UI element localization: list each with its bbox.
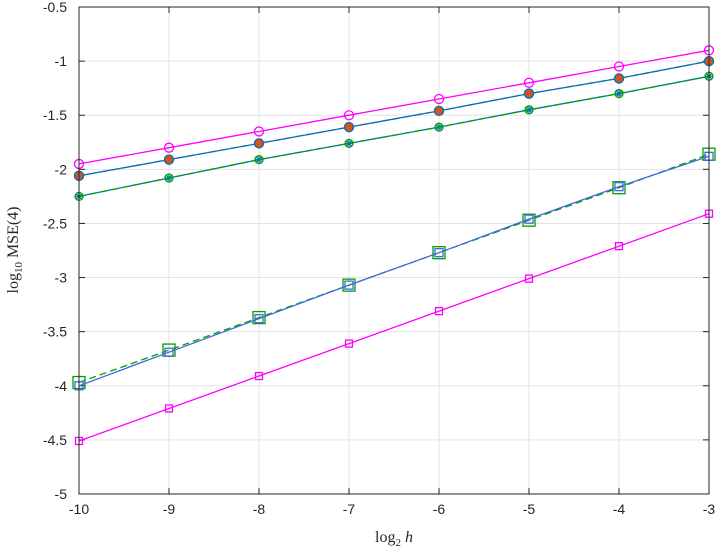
plot-background — [79, 7, 709, 494]
data-point — [344, 280, 354, 290]
data-point — [344, 339, 354, 348]
data-point — [254, 154, 264, 165]
y-tick-labels: -5 -4.5 -4 -3.5 -3 -2.5 -2 -1.5 -1 -0.5 — [43, 0, 67, 502]
data-point — [432, 246, 446, 260]
data-point — [344, 138, 354, 149]
x-tick-label: -8 — [253, 501, 266, 517]
data-point — [254, 371, 264, 381]
series-line-1 — [78, 49, 710, 165]
data-point — [343, 110, 355, 121]
data-point — [612, 181, 626, 195]
y-tick-label: -2.5 — [43, 215, 67, 231]
y-tick-label: -4.5 — [43, 432, 67, 448]
y-tick-label: -1 — [55, 53, 68, 69]
series-line-3 — [78, 60, 710, 177]
x-axis-label: log2 h — [375, 529, 413, 549]
data-point — [434, 248, 444, 258]
data-point — [252, 310, 266, 325]
series-line-8 — [78, 213, 710, 442]
y-tick-label: -3.5 — [43, 324, 67, 340]
x-tick-label: -6 — [433, 501, 446, 517]
y-tick-label: -3 — [55, 270, 68, 286]
x-tick-label: -7 — [343, 501, 356, 517]
y-axis-label-base: log — [5, 273, 22, 293]
data-point — [163, 142, 175, 153]
data-point — [163, 154, 175, 165]
data-point — [615, 89, 623, 98]
data-point — [434, 122, 444, 132]
data-point — [613, 61, 625, 72]
x-axis-label-var: h — [405, 529, 413, 546]
x-tick-label: -4 — [613, 501, 626, 517]
asterisk-stroke — [615, 90, 623, 97]
data-point — [614, 181, 624, 192]
data-point — [253, 126, 265, 137]
asterisk-stroke — [255, 156, 263, 163]
data-point — [433, 105, 445, 117]
data-point — [164, 347, 174, 357]
data-point — [433, 93, 445, 105]
y-tick-label: -1.5 — [43, 107, 67, 123]
x-tick-label: -10 — [69, 501, 89, 517]
data-point — [164, 173, 174, 183]
data-point — [614, 242, 624, 251]
data-point — [613, 73, 625, 84]
data-point — [522, 213, 536, 227]
y-axis-label-sub: 10 — [13, 262, 25, 274]
y-tick-label: -4 — [55, 378, 68, 394]
data-point — [524, 274, 534, 283]
x-axis-label-base: log — [375, 529, 395, 546]
data-point — [523, 88, 535, 99]
data-point — [434, 306, 444, 316]
data-point — [524, 105, 534, 115]
asterisk-stroke — [525, 106, 533, 114]
series-line-5 — [78, 75, 710, 198]
y-tick-label: -2 — [55, 161, 68, 177]
series-group — [72, 45, 716, 446]
data-point — [253, 138, 265, 149]
data-point — [523, 77, 535, 88]
x-tick-label: -9 — [163, 501, 176, 517]
y-tick-label: -5 — [55, 486, 68, 502]
y-axis-label: log10 MSE(4) — [5, 206, 25, 293]
plot-frame — [78, 6, 710, 495]
data-point — [254, 314, 264, 324]
y-tick-label: -0.5 — [43, 0, 67, 15]
x-tick-labels: -10 -9 -8 -7 -6 -5 -4 -3 — [69, 501, 716, 517]
x-tick-label: -3 — [703, 501, 716, 517]
data-point — [343, 121, 355, 133]
series-line-7 — [78, 155, 710, 387]
x-tick-label: -5 — [523, 501, 536, 517]
data-point — [164, 404, 174, 413]
data-point — [614, 88, 624, 99]
data-point — [524, 214, 534, 224]
data-point — [342, 278, 356, 292]
y-axis-label-rest: MSE(4) — [5, 206, 22, 262]
x-axis-label-sub: 2 — [395, 537, 401, 549]
